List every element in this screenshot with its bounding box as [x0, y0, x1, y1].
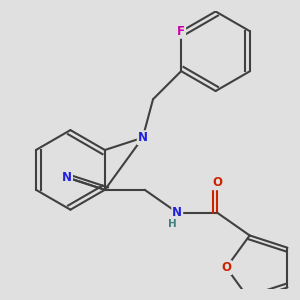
- Text: O: O: [221, 261, 231, 274]
- Text: H: H: [168, 219, 177, 229]
- Text: N: N: [62, 171, 72, 184]
- Text: N: N: [138, 131, 148, 144]
- Text: F: F: [177, 25, 185, 38]
- Text: O: O: [212, 176, 222, 189]
- Text: N: N: [172, 206, 182, 219]
